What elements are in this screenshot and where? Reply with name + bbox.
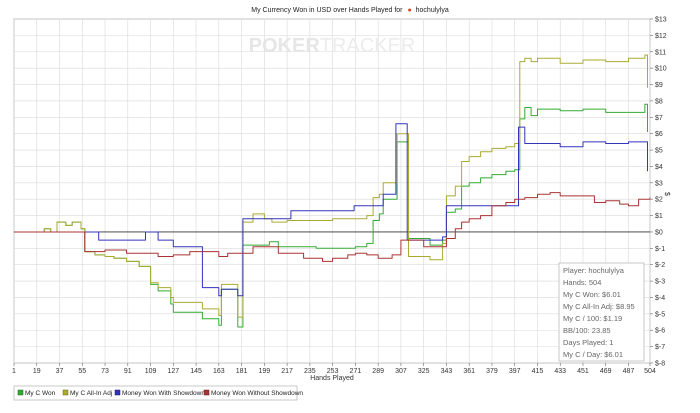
svg-text:Money Won With Showdown: Money Won With Showdown [122, 390, 205, 397]
legend-swatch [203, 389, 210, 396]
chart-title: My Currency Won in USD over Hands Played… [251, 7, 449, 14]
stats-allin-adj: My C All-In Adj: $8.95 [563, 302, 635, 311]
y-tick-label: $-1 [655, 246, 665, 253]
legend: My C Won My C All-In Adj Money Won With … [13, 385, 303, 401]
y-tick-label: $10 [655, 66, 667, 73]
x-tick-label: 289 [372, 368, 384, 375]
svg-text:My C Won: My C Won [25, 390, 56, 397]
y-tick-label: $5 [655, 148, 663, 155]
y-axis-ticks: $-8 $-7 $-6 $-5 $-4 $-3 $-2 $-1 $0 $1 $2 $3 $4 $5 $6 $7… [650, 17, 667, 368]
x-tick-label: 127 [167, 368, 179, 375]
x-tick-label: 109 [145, 368, 157, 375]
gridlines [13, 18, 651, 364]
series-line-money-won-without-showdown [14, 192, 651, 262]
x-tick-label: 199 [259, 368, 271, 375]
pokerstars-icon: ● [407, 7, 411, 14]
legend-swatch [62, 389, 69, 396]
y-tick-label: $13 [655, 17, 667, 24]
stats-per-day: My C / Day: $6.01 [563, 350, 623, 359]
y-tick-label: $3 [655, 180, 663, 187]
legend-item-my-c-won: My C Won [17, 389, 56, 397]
legend-item-my-c-all-in-adj: My C All-In Adj [62, 389, 112, 397]
y-tick-label: $-5 [655, 311, 665, 318]
y-tick-label: $12 [655, 33, 667, 40]
y-tick-label: $8 [655, 98, 663, 105]
series-line-money-won-with-showdown [14, 123, 648, 297]
y-tick-label: $-7 [655, 344, 665, 351]
legend-item-with-showdown: Money Won With Showdown [114, 389, 205, 397]
stats-bb-100: BB/100: 23.85 [563, 326, 611, 335]
x-tick-label: 19 [33, 368, 41, 375]
x-tick-label: 343 [441, 368, 453, 375]
plot-area [13, 18, 651, 364]
stats-panel-frame [558, 262, 645, 362]
svg-text:My C All-In Adj: My C All-In Adj [70, 390, 112, 397]
x-tick-label: 1 [12, 368, 16, 375]
x-tick-label: 55 [78, 368, 86, 375]
x-tick-label: 379 [486, 368, 498, 375]
stats-per-100: My C / 100: $1.19 [563, 314, 622, 323]
x-tick-label: 253 [327, 368, 339, 375]
y-tick-label: $2 [655, 197, 663, 204]
x-tick-label: 217 [281, 368, 293, 375]
x-tick-label: 361 [463, 368, 475, 375]
x-tick-label: 487 [623, 368, 635, 375]
x-tick-label: 181 [236, 368, 248, 375]
x-tick-label: 397 [509, 368, 521, 375]
y-tick-label: $0 [655, 229, 663, 236]
y-tick-label: $-8 [655, 361, 665, 368]
y-tick-label: $4 [655, 164, 663, 171]
x-tick-label: 307 [395, 368, 407, 375]
x-tick-label: 451 [577, 368, 589, 375]
stats-panel: Player: hochulylya Hands: 504 My C Won: … [558, 262, 645, 362]
stats-won: My C Won: $6.01 [563, 290, 621, 299]
y-tick-label: $-6 [655, 328, 665, 335]
x-tick-label: 415 [532, 368, 544, 375]
y-tick-label: $7 [655, 115, 663, 122]
svg-text:Money Won Without Showdown: Money Won Without Showdown [211, 390, 303, 397]
x-tick-label: 504 [644, 368, 656, 375]
x-tick-label: 469 [600, 368, 612, 375]
x-tick-label: 91 [124, 368, 132, 375]
x-tick-label: 73 [101, 368, 109, 375]
legend-swatch [17, 389, 24, 396]
x-tick-label: 163 [213, 368, 225, 375]
x-tick-label: 235 [304, 368, 316, 375]
stats-days-played: Days Played: 1 [563, 338, 613, 347]
y-tick-label: $1 [655, 213, 663, 220]
x-tick-label: 37 [56, 368, 64, 375]
y-tick-label: $-3 [655, 279, 665, 286]
legend-item-without-showdown: Money Won Without Showdown [203, 389, 303, 397]
x-tick-label: 145 [190, 368, 202, 375]
y-axis-label: $ [663, 192, 670, 196]
legend-swatch [114, 389, 121, 396]
y-tick-label: $11 [655, 49, 666, 56]
stats-player: Player: hochulylya [563, 266, 625, 275]
series-lines [14, 54, 651, 328]
x-tick-label: 325 [418, 368, 430, 375]
series-line-my-c-all-in-adj [14, 54, 648, 318]
x-tick-label: 271 [350, 368, 362, 375]
y-tick-label: $6 [655, 131, 663, 138]
x-axis-label: Hands Played [310, 375, 354, 382]
x-axis-ticks: 1 19 37 55 73 91 109 127 145 163 181 199 217 235 253 27… [12, 363, 656, 375]
y-tick-label: $-4 [655, 295, 665, 302]
stats-hands: Hands: 504 [563, 278, 601, 287]
x-tick-label: 433 [554, 368, 566, 375]
y-tick-label: $9 [655, 82, 663, 89]
watermark: POKERTRACKER [249, 35, 416, 57]
y-tick-label: $-2 [655, 262, 665, 269]
legend-frame [13, 385, 298, 401]
